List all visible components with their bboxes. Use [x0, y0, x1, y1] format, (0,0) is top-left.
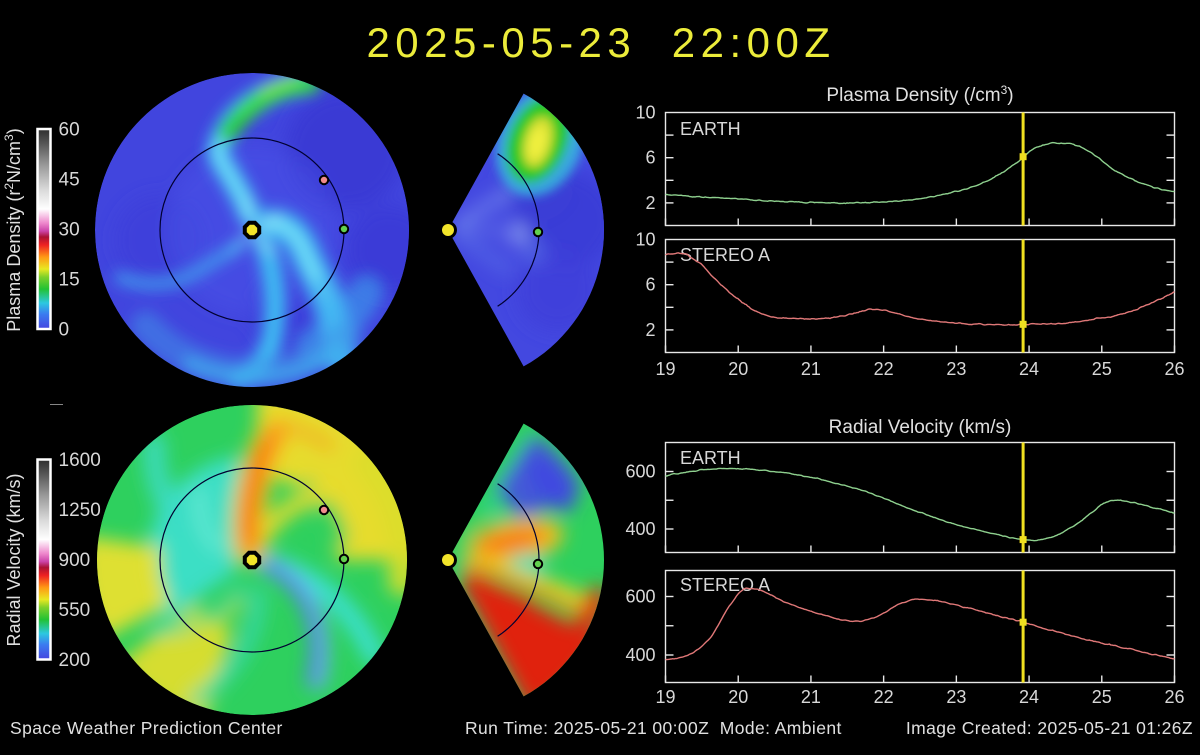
svg-text:20: 20	[728, 687, 748, 707]
svg-text:600: 600	[625, 587, 655, 607]
svg-text:19: 19	[655, 359, 675, 379]
svg-text:20: 20	[728, 359, 748, 379]
svg-text:23: 23	[946, 687, 966, 707]
svg-text:600: 600	[625, 462, 655, 482]
svg-text:2: 2	[645, 320, 655, 340]
svg-text:Space Weather Prediction Cente: Space Weather Prediction Center	[10, 718, 283, 738]
svg-text:25: 25	[1092, 359, 1112, 379]
svg-text:24: 24	[1019, 687, 1039, 707]
svg-text:19: 19	[655, 687, 675, 707]
svg-text:21: 21	[801, 359, 821, 379]
svg-text:26: 26	[1164, 687, 1184, 707]
svg-text:30: 30	[59, 220, 80, 241]
svg-text:Radial Velocity (km/s): Radial Velocity (km/s)	[4, 473, 24, 646]
svg-text:200: 200	[59, 650, 91, 671]
svg-text:2: 2	[645, 193, 655, 213]
svg-text:—: —	[50, 396, 63, 411]
svg-text:STEREO A: STEREO A	[680, 245, 770, 265]
svg-text:900: 900	[59, 550, 91, 571]
svg-text:10: 10	[635, 103, 655, 123]
svg-text:1600: 1600	[59, 450, 101, 471]
svg-text:Image Created: 2025-05-21 01:2: Image Created: 2025-05-21 01:26Z	[906, 718, 1193, 738]
svg-text:60: 60	[59, 120, 80, 141]
svg-text:EARTH: EARTH	[680, 119, 741, 139]
svg-text:400: 400	[625, 645, 655, 665]
svg-text:45: 45	[59, 170, 80, 191]
svg-text:Plasma Density (/cm3): Plasma Density (/cm3)	[826, 83, 1013, 106]
svg-text:1250: 1250	[59, 500, 101, 521]
svg-text:6: 6	[645, 148, 655, 168]
svg-text:23: 23	[946, 359, 966, 379]
svg-text:26: 26	[1164, 359, 1184, 379]
svg-text:550: 550	[59, 600, 91, 621]
svg-text:6: 6	[645, 275, 655, 295]
svg-text:400: 400	[625, 519, 655, 539]
svg-text:0: 0	[59, 320, 70, 341]
svg-text:22: 22	[874, 359, 894, 379]
svg-text:STEREO A: STEREO A	[680, 575, 770, 595]
svg-text:2025-05-23 22:00Z: 2025-05-23 22:00Z	[366, 19, 835, 66]
svg-text:10: 10	[635, 230, 655, 250]
svg-text:22: 22	[874, 687, 894, 707]
svg-text:21: 21	[801, 687, 821, 707]
svg-text:Plasma Density (r2N/cm3): Plasma Density (r2N/cm3)	[2, 128, 24, 331]
svg-text:25: 25	[1092, 687, 1112, 707]
svg-text:24: 24	[1019, 359, 1039, 379]
svg-text:EARTH: EARTH	[680, 448, 741, 468]
svg-text:15: 15	[59, 270, 80, 291]
svg-text:Run Time: 2025-05-21 00:00Z M: Run Time: 2025-05-21 00:00Z Mode: Ambien…	[465, 718, 842, 738]
svg-text:Radial Velocity (km/s): Radial Velocity (km/s)	[829, 417, 1012, 438]
